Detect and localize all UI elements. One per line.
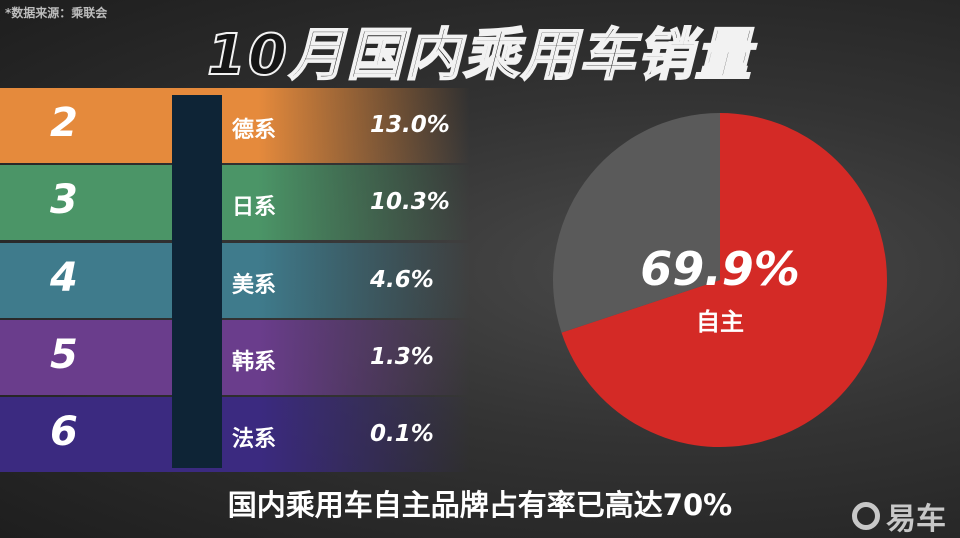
pie-slice-0 [561, 113, 887, 447]
table-row: 4 美系 4.6% [0, 243, 470, 318]
share-value: 1.3% [370, 344, 434, 370]
yiche-logo: 易车 [852, 494, 946, 538]
rank: 4 [50, 255, 78, 301]
row-band [0, 397, 470, 472]
divider-column [172, 95, 222, 468]
category-name: 德系 [232, 118, 277, 143]
logo-text: 易车 [886, 502, 946, 537]
row-band [0, 320, 470, 395]
caption: 国内乘用车自主品牌占有率已高达70% [227, 488, 733, 522]
table-row: 6 法系 0.1% [0, 397, 470, 472]
share-value: 13.0% [370, 112, 450, 138]
page-title: 10月国内乘用车销量 [206, 22, 753, 89]
rank: 2 [50, 100, 78, 146]
category-name: 韩系 [232, 350, 277, 375]
table-row: 2 德系 13.0% [0, 88, 470, 163]
share-value: 10.3% [370, 189, 450, 215]
category-name: 日系 [232, 195, 277, 220]
row-band [0, 165, 470, 240]
data-source: *数据来源：乘联会 [5, 6, 108, 20]
category-name: 美系 [232, 273, 277, 298]
share-value: 4.6% [370, 267, 434, 293]
pie-slice-label: 自主 [696, 308, 744, 336]
share-value: 0.1% [370, 421, 434, 447]
row-band [0, 243, 470, 318]
row-band [0, 88, 470, 163]
table-row: 3 日系 10.3% [0, 165, 470, 240]
pie-value-label: 69.9% [640, 242, 800, 296]
pie-slice-1 [553, 113, 720, 333]
table-row: 5 韩系 1.3% [0, 320, 470, 395]
pie-chart [553, 113, 887, 447]
rank: 3 [50, 177, 78, 223]
rank: 5 [50, 332, 78, 378]
rank: 6 [50, 409, 78, 455]
logo-icon [852, 502, 880, 530]
category-name: 法系 [232, 427, 277, 452]
